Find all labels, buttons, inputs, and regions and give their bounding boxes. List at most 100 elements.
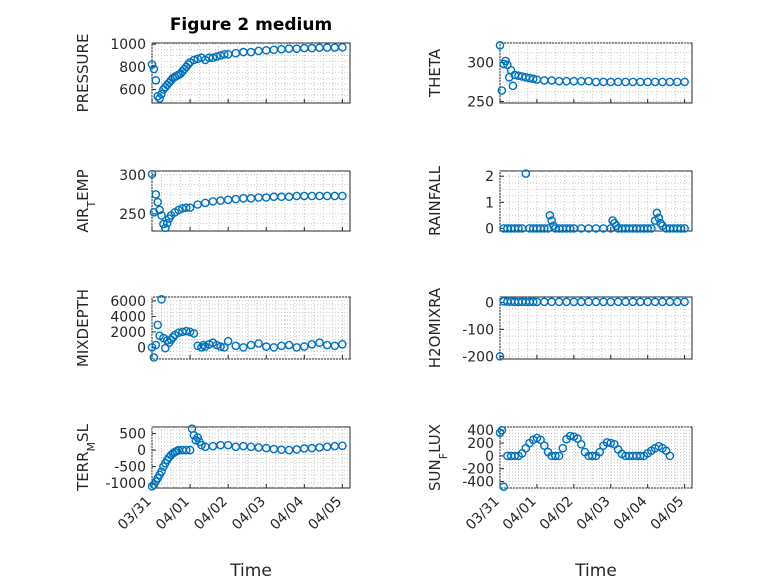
data-point [153,197,163,207]
data-point [665,451,675,461]
data-point [528,297,538,307]
series-markers [147,169,347,233]
panel-h2omixra: -200 -100 0 H2OMIXRA [426,287,693,368]
data-point [307,339,317,349]
data-point [300,342,309,351]
y-axis-label: AIRTEMP [74,169,98,232]
y-axis-label: H2OMIXRA [426,287,444,368]
grid [499,297,692,359]
data-point [212,340,222,350]
data-point [540,441,549,450]
data-point [157,89,166,99]
axes-box [151,426,351,489]
data-point [212,52,222,61]
data-point [174,205,183,215]
data-point [338,43,347,52]
x-tick-label: 04/04 [611,493,651,533]
data-point [161,223,170,233]
y-axis-label: THETA [426,48,444,98]
data-point [510,451,520,461]
data-point [147,60,157,69]
data-point [149,353,159,362]
data-point [183,60,193,69]
axes-box [151,170,351,232]
y-tick-label: 2000 [110,325,146,341]
data-point [151,76,161,85]
series-markers [147,424,347,491]
y-tick-label: 400 [467,423,494,439]
y-tick-label: 300 [467,55,494,71]
data-point [554,451,564,461]
data-point [223,336,233,346]
x-tick-label: 04/05 [305,494,345,534]
data-point [216,342,225,351]
y-tick-label: 800 [119,60,146,76]
y-tick-label: -1000 [105,476,146,492]
data-point [151,190,161,199]
data-point [576,440,586,449]
chart-title: Figure 2 medium [170,15,332,35]
panel-air-temp: 250 300 AIRTEMP [74,168,351,233]
data-point [174,328,183,337]
data-point [565,431,575,441]
y-tick-label: 0 [485,221,494,237]
panel-rainfall: 0 1 2 RAINFALL [426,165,693,237]
x-tick-label: 04/03 [574,494,614,534]
y-axis-label: PRESSURE [74,34,92,113]
data-point [551,451,560,461]
x-axis-label: Time [229,561,272,581]
series-markers [147,43,347,103]
y-tick-label: 250 [119,207,146,223]
x-tick-label: 04/01 [500,494,540,534]
data-point [643,224,652,233]
data-point [157,295,166,304]
data-point [189,329,199,338]
y-axis-label: SUNFLUX [426,424,450,491]
data-point [157,211,166,220]
y-tick-label: -400 [462,475,494,491]
data-point [284,340,294,350]
y-tick-label: -200 [462,462,494,478]
data-point [231,341,241,351]
data-point [680,77,689,87]
y-tick-label: 1000 [110,37,146,53]
data-point [246,340,256,350]
data-point [652,208,662,218]
data-point [676,224,686,233]
data-point [155,94,164,103]
data-point [514,224,523,233]
series-markers [147,295,347,362]
x-tick-label: 03/31 [463,494,503,534]
data-point [157,467,166,476]
y-tick-label: 200 [467,436,494,452]
data-point [197,343,206,352]
data-point [636,451,645,461]
x-axis-label: Time [574,561,617,581]
y-tick-label: 0 [485,449,494,465]
panel-sun-flux: -400-2000200400SUNFLUX03/3104/0104/0204/… [426,423,693,581]
data-point [151,340,161,350]
data-point [508,81,518,91]
series-markers [495,41,689,95]
x-tick-label: 04/03 [229,494,269,534]
axes-box [499,42,693,104]
x-tick-label: 04/05 [648,494,688,534]
y-tick-label: 0 [137,443,146,459]
y-axis-label: RAINFALL [426,165,444,236]
y-tick-label: -200 [462,349,494,365]
data-point [199,340,208,350]
data-point [606,438,616,448]
grid [151,296,350,360]
data-point [220,343,229,352]
axes-box [499,296,693,360]
data-point [193,433,202,442]
panel-theta: 250 300 THETA [426,41,693,110]
y-axis-label: TERRMSL [74,423,98,492]
data-point [181,203,191,212]
data-point [185,327,195,337]
data-point [181,326,191,336]
data-point [269,343,279,352]
